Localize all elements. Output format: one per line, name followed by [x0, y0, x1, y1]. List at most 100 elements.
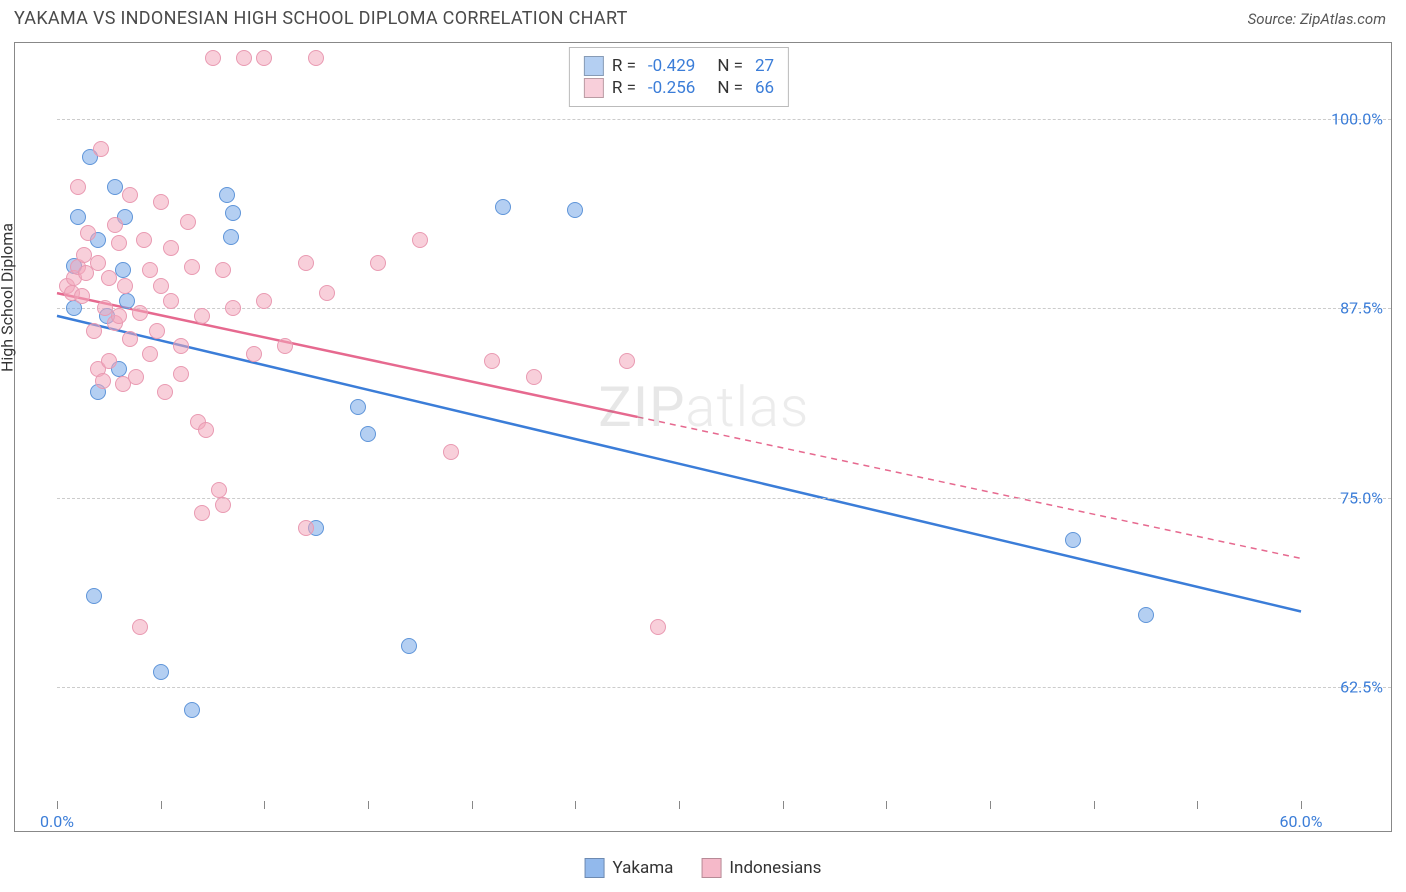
data-point [619, 353, 635, 369]
r-label: R = [612, 56, 636, 76]
data-point [184, 702, 200, 718]
n-label: N = [717, 78, 743, 98]
data-point [225, 300, 241, 316]
data-point [198, 422, 214, 438]
gridline [57, 119, 1391, 120]
data-point [86, 588, 102, 604]
data-point [370, 255, 386, 271]
data-point [117, 278, 133, 294]
y-tick-label: 62.5% [1340, 678, 1383, 697]
gridline [57, 498, 1391, 499]
data-point [153, 194, 169, 210]
data-point [70, 209, 86, 225]
x-tick [990, 801, 991, 809]
data-point [223, 229, 239, 245]
data-point [111, 308, 127, 324]
data-point [142, 346, 158, 362]
data-point [360, 426, 376, 442]
data-point [1065, 532, 1081, 548]
data-point [132, 305, 148, 321]
data-point [142, 262, 158, 278]
data-point [101, 270, 117, 286]
data-point [319, 285, 335, 301]
data-point [173, 338, 189, 354]
data-point [308, 50, 324, 66]
x-tick [575, 801, 576, 809]
x-tick-label: 60.0% [1280, 812, 1323, 831]
x-tick [1197, 801, 1198, 809]
data-point [194, 308, 210, 324]
source-credit: Source: ZipAtlas.com [1248, 10, 1386, 28]
x-tick [161, 801, 162, 809]
chart-title: YAKAMA VS INDONESIAN HIGH SCHOOL DIPLOMA… [14, 8, 628, 29]
data-point [80, 225, 96, 241]
data-point [401, 638, 417, 654]
data-point [567, 202, 583, 218]
x-tick [57, 801, 58, 809]
legend-swatch [585, 858, 605, 878]
r-value: -0.256 [648, 78, 695, 98]
x-tick [679, 801, 680, 809]
data-point [412, 232, 428, 248]
n-value: 66 [755, 78, 774, 98]
data-point [122, 331, 138, 347]
data-point [350, 399, 366, 415]
data-point [86, 323, 102, 339]
data-point [443, 444, 459, 460]
x-tick [886, 801, 887, 809]
data-point [194, 505, 210, 521]
data-point [215, 262, 231, 278]
data-point [484, 353, 500, 369]
regression-line-dashed [638, 417, 1301, 558]
data-point [298, 255, 314, 271]
chart-header: YAKAMA VS INDONESIAN HIGH SCHOOL DIPLOMA… [0, 0, 1406, 37]
y-axis-label: High School Diploma [0, 223, 17, 372]
data-point [107, 217, 123, 233]
legend-label: Yakama [613, 858, 674, 878]
data-point [246, 346, 262, 362]
data-point [298, 520, 314, 536]
data-point [153, 664, 169, 680]
legend-item: Yakama [585, 858, 674, 878]
data-point [115, 262, 131, 278]
data-point [101, 353, 117, 369]
data-point [153, 278, 169, 294]
data-point [205, 50, 221, 66]
data-point [157, 384, 173, 400]
data-point [215, 497, 231, 513]
data-point [119, 293, 135, 309]
data-point [95, 373, 111, 389]
data-point [163, 293, 179, 309]
data-point [90, 255, 106, 271]
data-point [111, 235, 127, 251]
data-point [225, 205, 241, 221]
data-point [173, 366, 189, 382]
x-tick [783, 801, 784, 809]
series-legend: Yakama Indonesians [585, 858, 822, 878]
data-point [180, 214, 196, 230]
x-tick-label: 0.0% [40, 812, 74, 831]
data-point [650, 619, 666, 635]
legend-swatch [701, 858, 721, 878]
stats-legend-row: R = -0.256 N = 66 [584, 78, 774, 98]
data-point [256, 293, 272, 309]
r-label: R = [612, 78, 636, 98]
data-point [219, 187, 235, 203]
legend-swatch [584, 56, 604, 76]
data-point [163, 240, 179, 256]
data-point [1138, 607, 1154, 623]
legend-item: Indonesians [701, 858, 821, 878]
y-tick-label: 75.0% [1340, 488, 1383, 507]
data-point [211, 482, 227, 498]
stats-legend: R =-0.429N =27R =-0.256N =66 [569, 47, 789, 107]
data-point [495, 199, 511, 215]
x-tick [1301, 801, 1302, 809]
data-point [70, 179, 86, 195]
r-value: -0.429 [648, 56, 695, 76]
data-point [136, 232, 152, 248]
data-point [277, 338, 293, 354]
x-tick [1094, 801, 1095, 809]
y-tick-label: 100.0% [1331, 109, 1383, 128]
legend-swatch [584, 78, 604, 98]
data-point [93, 141, 109, 157]
